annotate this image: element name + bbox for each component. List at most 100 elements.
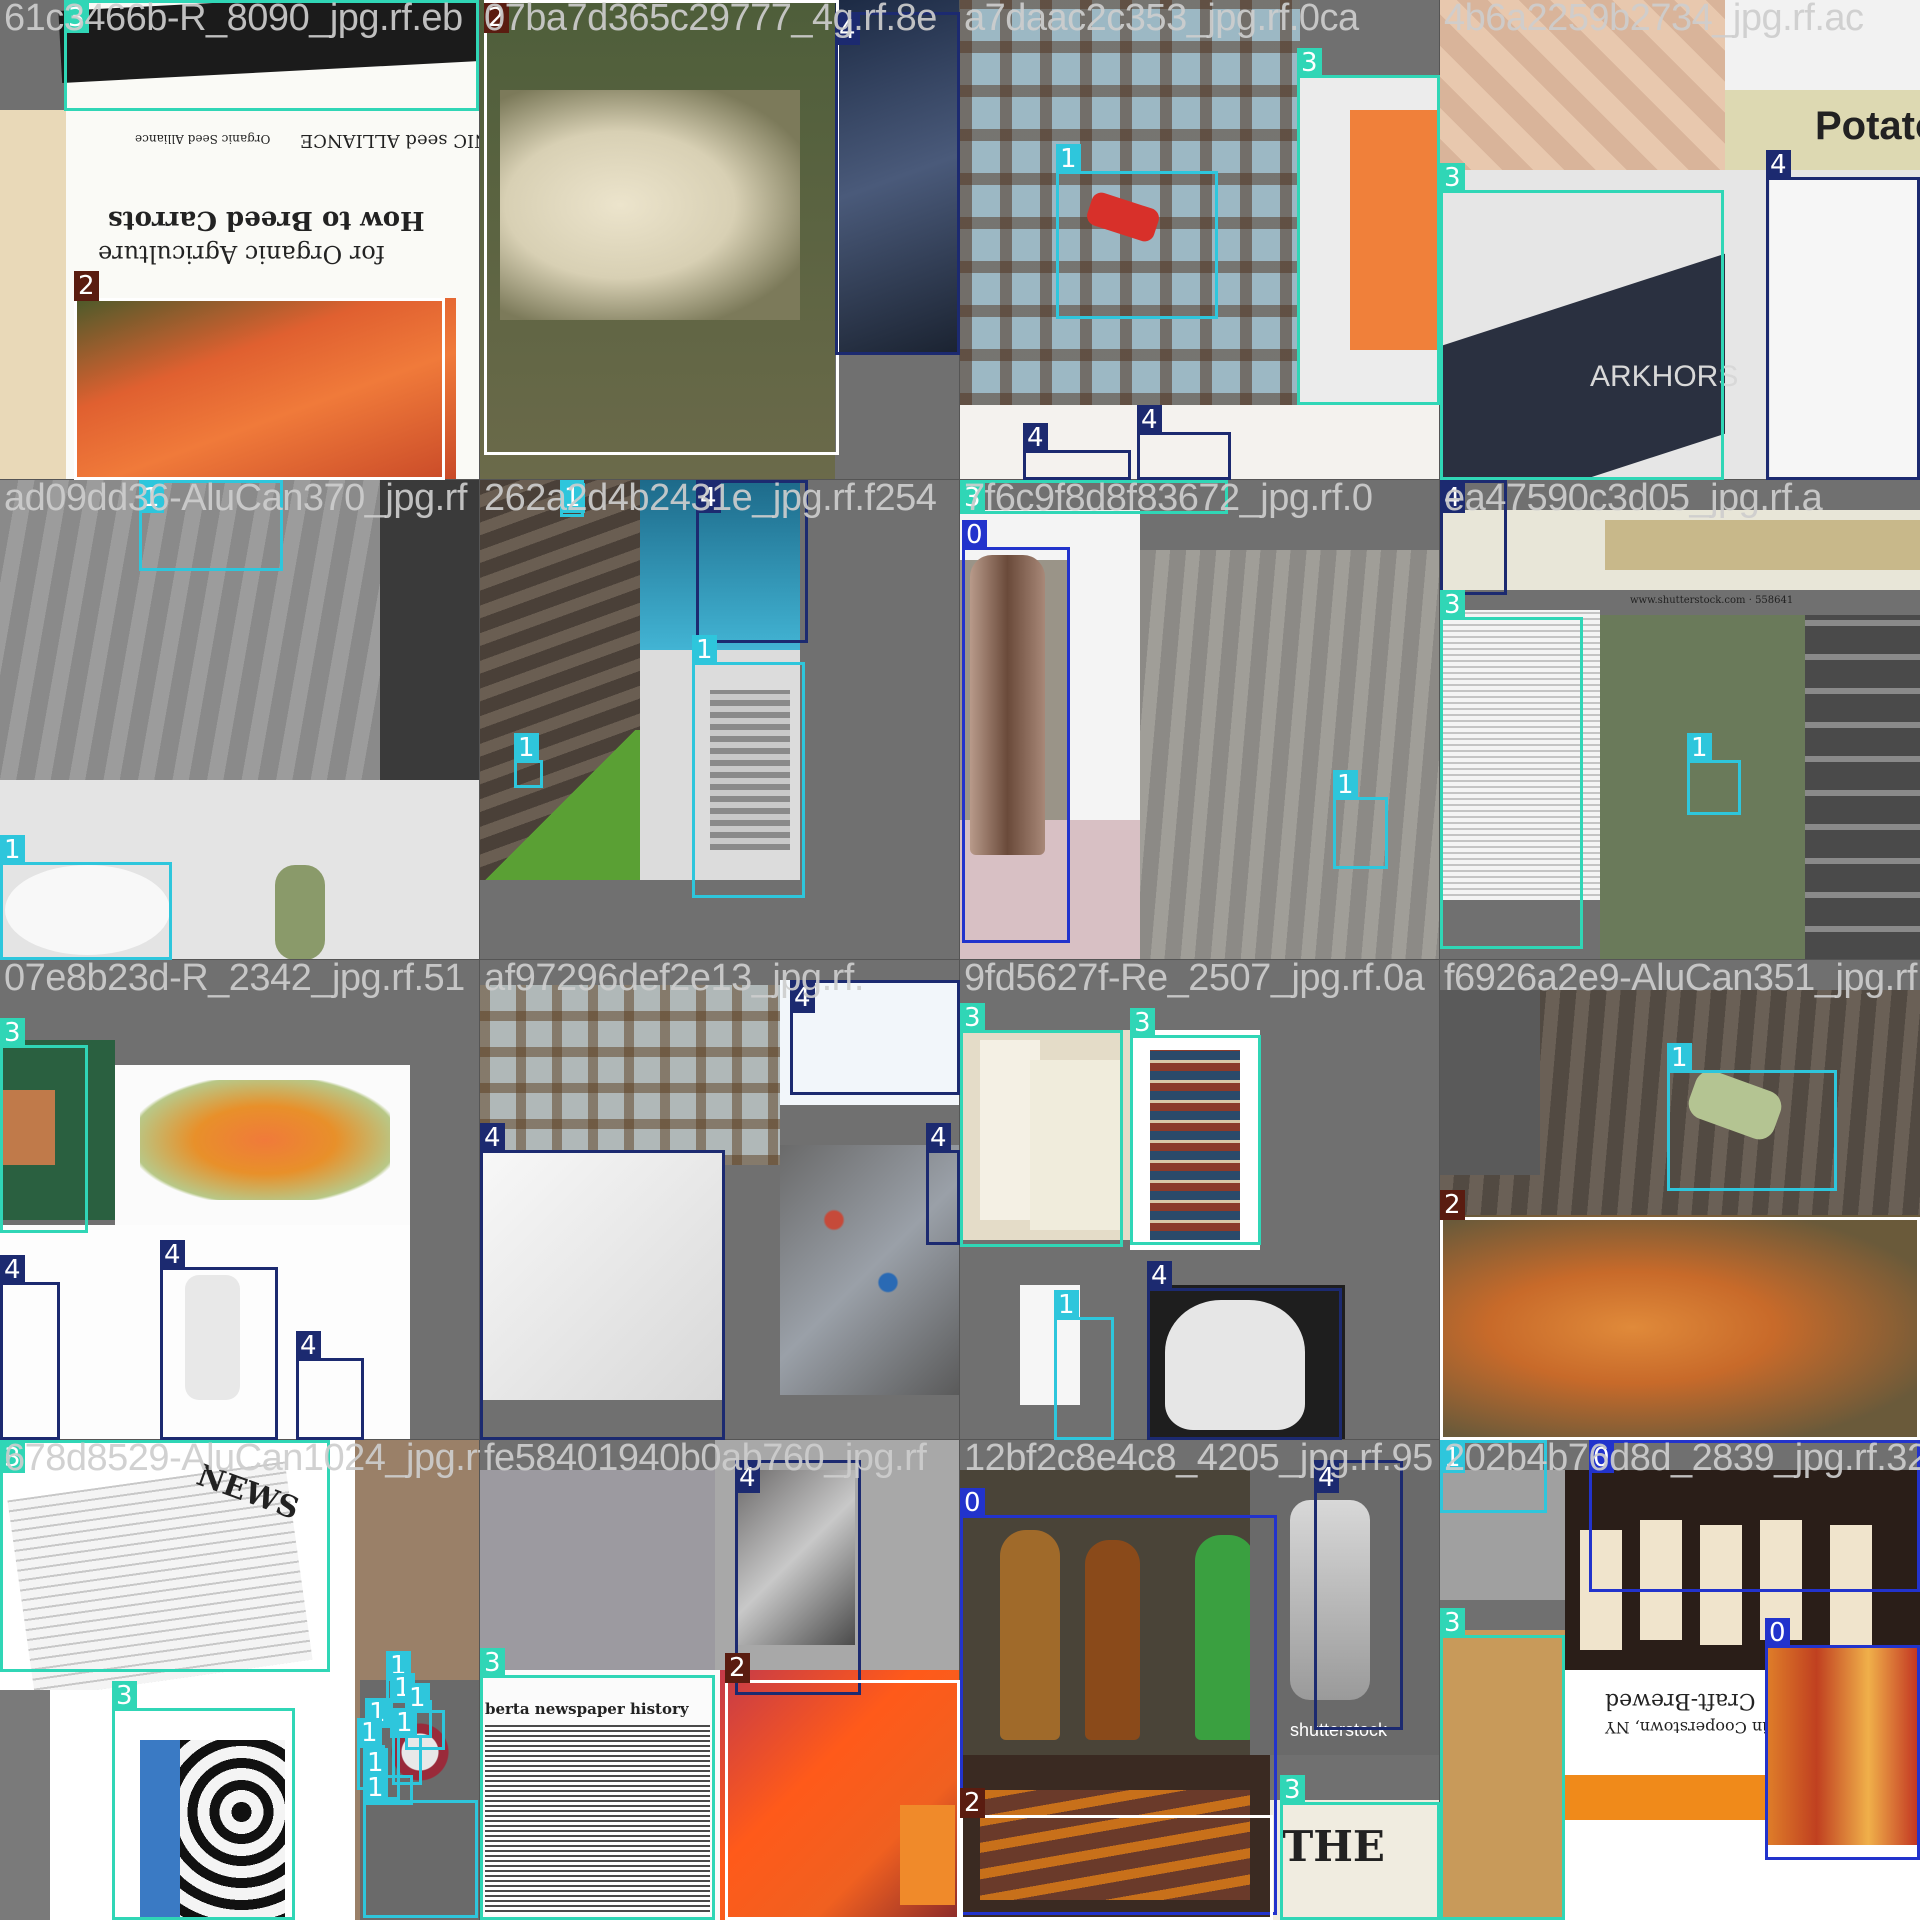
bounding-box-class-2: 2 (725, 1653, 960, 1920)
mosaic-tile: shutterstock THE 12bf2c8e4c8_4205_jpg.rf… (959, 1439, 1441, 1920)
bounding-box-class-3: 3 (0, 1440, 330, 1672)
class-label: 4 (696, 483, 721, 513)
mosaic-tile: NEWS 678d8529-AluCan1024_jpg.rf 3 3 1 1 1 1 1 1 1… (0, 1439, 481, 1920)
class-label: 4 (926, 1123, 951, 1153)
bounding-box-class-1: 1 (1333, 770, 1388, 869)
class-label: 1 (405, 1683, 430, 1713)
seed-org: Organic Seed Alliance (135, 132, 271, 146)
class-label: 4 (835, 15, 860, 45)
class-label: 0 (1589, 1443, 1614, 1473)
bounding-box-class-3: 3 (1440, 1608, 1565, 1920)
class-label: 3 (112, 1681, 137, 1711)
class-label: 3 (480, 1648, 505, 1678)
newspaper-heading: berta newspaper history (485, 1700, 689, 1718)
class-label: 4 (1766, 150, 1791, 180)
bounding-box-class-4: 4 (160, 1240, 278, 1440)
class-label: 4 (480, 1123, 505, 1153)
book-title: How to Breed Carrots (108, 205, 425, 235)
bounding-box-class-1: 1 (1687, 733, 1741, 815)
bounding-box-class-1: 1 (1667, 1043, 1837, 1191)
bounding-box-class-4: 4 (296, 1331, 364, 1440)
bounding-box-class-1: 1 (560, 480, 585, 517)
class-label: 3 (1297, 48, 1322, 78)
bounding-box-class-3: 3 (960, 480, 1228, 514)
bounding-box-class-3: 3 (1280, 1775, 1440, 1920)
class-label: 4 (1147, 1261, 1172, 1291)
class-label: 1 (692, 635, 717, 665)
bounding-box-class-4: 4 (1440, 480, 1507, 595)
bounding-box-class-0: 0 (1765, 1618, 1920, 1860)
class-label: 3 (1440, 1608, 1465, 1638)
class-label: 2 (74, 271, 99, 301)
class-label: 3 (960, 1003, 985, 1033)
bounding-box-class-1: 1 (1054, 1290, 1114, 1440)
bounding-box-class-4: 4 (1147, 1261, 1342, 1440)
cooperstown: in Cooperstown, NY (1605, 1718, 1768, 1737)
class-label: 3 (1130, 1008, 1155, 1038)
bounding-box-class-0: 0 (1589, 1440, 1920, 1592)
class-label: 4 (1314, 1463, 1339, 1493)
class-label: 3 (1280, 1775, 1305, 1805)
class-label: 4 (0, 1255, 25, 1285)
class-label: 1 (1440, 1443, 1465, 1473)
bounding-box-class-3: 3 (1297, 48, 1440, 405)
mosaic-tile: 07e8b23d-R_2342_jpg.rf.51 3 4 4 4 (0, 959, 481, 1441)
mosaic-tile: ad09dd36-AluCan370_jpg.rf 1 1 (0, 479, 481, 961)
class-label: 1 (1687, 733, 1712, 763)
class-label: 4 (160, 1240, 185, 1270)
seed-logo: ORGANIC seed ALLIANCE (300, 130, 480, 151)
class-label: 0 (962, 520, 987, 550)
class-label: 1 (514, 733, 539, 763)
class-label: 4 (1137, 405, 1162, 435)
bounding-box-class-3: 3 (480, 1648, 715, 1920)
bounding-box-class-4: 4 (1137, 405, 1231, 480)
class-label: 3 (1440, 163, 1465, 193)
bounding-box-class-1: 1 (0, 835, 172, 960)
bounding-box-class-4: 4 (1314, 1460, 1403, 1730)
class-label: 4 (735, 1463, 760, 1493)
class-label: 2 (484, 3, 509, 33)
bounding-box-class-4: 4 (735, 1460, 861, 1695)
bounding-box-class-1: 1 (692, 635, 805, 898)
mosaic-tile: 9fd5627f-Re_2507_jpg.rf.0a 3 3 1 4 (959, 959, 1441, 1441)
class-label: 3 (0, 1018, 25, 1048)
bounding-box-class-1: 1 (139, 480, 283, 571)
class-label: 4 (790, 983, 815, 1013)
mosaic-tile: www.shutterstock.com · 558641 ea47590c3d… (1439, 479, 1920, 961)
class-label: 4 (296, 1331, 321, 1361)
bounding-box-class-3: 3 (1440, 163, 1724, 480)
tile-filename: 9fd5627f-Re_2507_jpg.rf.0a (964, 960, 1425, 999)
bounding-box-class-1: 1 (1440, 1440, 1547, 1513)
class-label: 4 (1440, 483, 1465, 513)
class-label: 0 (1765, 1618, 1790, 1648)
mosaic-tile: f6926a2e9-AluCan351_jpg.rf 1 2 (1439, 959, 1920, 1441)
bounding-box-class-4: 4 (1766, 150, 1920, 480)
class-label: 1 (1667, 1043, 1692, 1073)
bounding-box-class-3: 3 (1130, 1008, 1261, 1245)
class-label: 4 (1023, 423, 1048, 453)
bounding-box-class-4: 4 (790, 980, 960, 1095)
bounding-box-class-1: 1 (392, 1708, 422, 1785)
bounding-box-class-1: 1 (1056, 144, 1218, 319)
potato-label: Potato (1815, 104, 1920, 148)
tile-filename: 07e8b23d-R_2342_jpg.rf.51 (4, 960, 465, 999)
bounding-box-class-4: 4 (696, 480, 808, 643)
bounding-box-class-2: 2 (960, 1788, 1273, 1920)
bounding-box-class-3: 3 (64, 0, 479, 111)
bounding-box-class-3: 3 (112, 1681, 295, 1920)
class-label: 1 (0, 835, 25, 865)
mosaic-tile: af97296def2e13_jpg.rf. 4 4 4 (479, 959, 961, 1441)
class-label: 1 (1054, 1290, 1079, 1320)
bounding-box-class-3: 3 (960, 1003, 1123, 1247)
bounding-box-class-2: 2 (74, 271, 445, 480)
bounding-box-class-3: 3 (1440, 590, 1583, 949)
class-label: 0 (960, 1488, 985, 1518)
mosaic-tile: ORGANIC seed ALLIANCE Organic Seed Allia… (0, 0, 481, 481)
stock-url: www.shutterstock.com · 558641 (1630, 595, 1794, 606)
mosaic-tile: 07ba7d365c29777_4g.rf.8e 2 4 (479, 0, 961, 481)
class-label: 1 (1056, 144, 1081, 174)
class-label: 1 (357, 1718, 382, 1748)
class-label: 1 (392, 1708, 417, 1738)
mosaic-tile: a7daac2c353_jpg.rf.0ca 1 3 4 4 (959, 0, 1441, 481)
